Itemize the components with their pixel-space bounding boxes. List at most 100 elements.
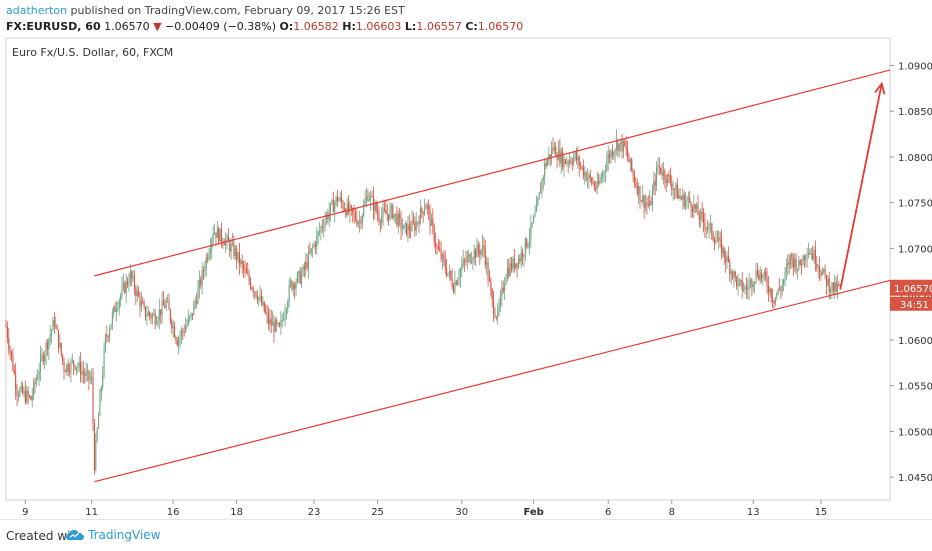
tradingview-link[interactable]: TradingView bbox=[66, 528, 161, 542]
candle-body bbox=[720, 239, 723, 254]
candle-body bbox=[469, 254, 471, 263]
candle-body bbox=[473, 250, 475, 259]
candle-body bbox=[736, 276, 738, 287]
candle-body bbox=[406, 223, 408, 235]
candle-body bbox=[577, 156, 579, 161]
candle-body bbox=[731, 271, 734, 278]
candle-body bbox=[408, 224, 410, 231]
candle-body bbox=[404, 223, 406, 226]
candle-body bbox=[429, 209, 431, 226]
candle-body bbox=[772, 298, 774, 301]
candle-body bbox=[320, 226, 322, 232]
candle-body bbox=[229, 241, 231, 252]
candle-body bbox=[667, 174, 669, 183]
candle-body bbox=[683, 194, 685, 207]
candle-body bbox=[131, 271, 133, 279]
candle-body bbox=[435, 242, 437, 247]
candle-body bbox=[160, 309, 162, 316]
candle-body bbox=[698, 215, 700, 220]
last-price: 1.06570 bbox=[104, 20, 150, 33]
plot-area bbox=[5, 37, 891, 501]
candle-body bbox=[37, 377, 39, 380]
candle-body bbox=[437, 246, 439, 250]
candle-body bbox=[512, 258, 514, 270]
candle-body bbox=[468, 254, 470, 257]
x-tick-label: 13 bbox=[747, 507, 760, 518]
candle-body bbox=[834, 282, 836, 292]
candle-body bbox=[602, 172, 604, 178]
candle-body bbox=[100, 387, 102, 395]
candle-body bbox=[273, 322, 275, 333]
y-tick-label: 1.05000 bbox=[898, 427, 932, 438]
candle-body bbox=[285, 309, 287, 314]
candle-body bbox=[598, 181, 600, 184]
candle-body bbox=[341, 197, 343, 203]
candle-body bbox=[396, 213, 398, 226]
candle-body bbox=[806, 255, 808, 257]
candle-body bbox=[465, 261, 467, 263]
candle-body bbox=[397, 213, 399, 226]
candle-body bbox=[310, 248, 312, 253]
candle-body bbox=[370, 195, 372, 200]
candle-body bbox=[9, 348, 11, 352]
candle-body bbox=[755, 270, 757, 282]
candle-body bbox=[38, 371, 40, 378]
candle-body bbox=[378, 214, 380, 222]
candle-body bbox=[774, 297, 776, 304]
candle-body bbox=[301, 274, 303, 284]
candle-body bbox=[392, 205, 394, 219]
candle-body bbox=[82, 371, 84, 374]
candle-body bbox=[260, 296, 263, 305]
candle-body bbox=[381, 215, 383, 223]
candle-body bbox=[734, 271, 736, 277]
candle-body bbox=[575, 152, 578, 161]
candle-body bbox=[542, 177, 544, 181]
candle-body bbox=[262, 301, 264, 305]
candle-body bbox=[200, 279, 202, 285]
candle-body bbox=[106, 335, 108, 337]
candle-body bbox=[265, 311, 267, 313]
candle-body bbox=[111, 313, 113, 325]
price-chart[interactable]: Euro Fx/U.S. Dollar, 60, FXCM 1.090001.0… bbox=[0, 0, 932, 519]
candle-body bbox=[776, 294, 778, 298]
candle-body bbox=[33, 382, 35, 396]
candle-body bbox=[345, 210, 347, 216]
candle-body bbox=[171, 320, 173, 329]
candle-body bbox=[324, 220, 326, 227]
candle-body bbox=[725, 257, 727, 262]
candle-body bbox=[41, 355, 43, 356]
countdown-label: 34:51 bbox=[900, 300, 929, 311]
candle-body bbox=[356, 219, 358, 225]
candle-body bbox=[796, 268, 799, 271]
candle-body bbox=[28, 396, 31, 397]
candle-body bbox=[336, 196, 339, 202]
candle-body bbox=[609, 154, 611, 158]
candle-body bbox=[687, 197, 689, 200]
candle-body bbox=[385, 210, 387, 214]
candle-body bbox=[705, 228, 707, 229]
candle-body bbox=[403, 225, 405, 229]
candle-body bbox=[716, 240, 718, 242]
candle-body bbox=[359, 220, 361, 223]
candle-body bbox=[649, 200, 651, 206]
candle-body bbox=[479, 251, 481, 255]
candle-body bbox=[74, 365, 76, 369]
candle-body bbox=[823, 268, 825, 272]
candle-body bbox=[719, 237, 721, 240]
candle-body bbox=[580, 165, 582, 167]
candle-body bbox=[827, 278, 829, 286]
candle-body bbox=[196, 301, 198, 304]
candle-body bbox=[173, 325, 176, 337]
y-tick-label: 1.09000 bbox=[898, 61, 932, 72]
candle-body bbox=[624, 140, 626, 146]
candle-body bbox=[832, 282, 834, 292]
author-link[interactable]: adatherton bbox=[6, 4, 68, 17]
candle-body bbox=[825, 275, 828, 286]
candle-body bbox=[723, 247, 725, 258]
candle-body bbox=[777, 288, 779, 295]
candle-body bbox=[490, 280, 492, 290]
candle-body bbox=[149, 312, 151, 316]
close-value: 1.06570 bbox=[477, 20, 524, 33]
candle-body bbox=[447, 273, 449, 276]
candle-body bbox=[81, 371, 83, 376]
